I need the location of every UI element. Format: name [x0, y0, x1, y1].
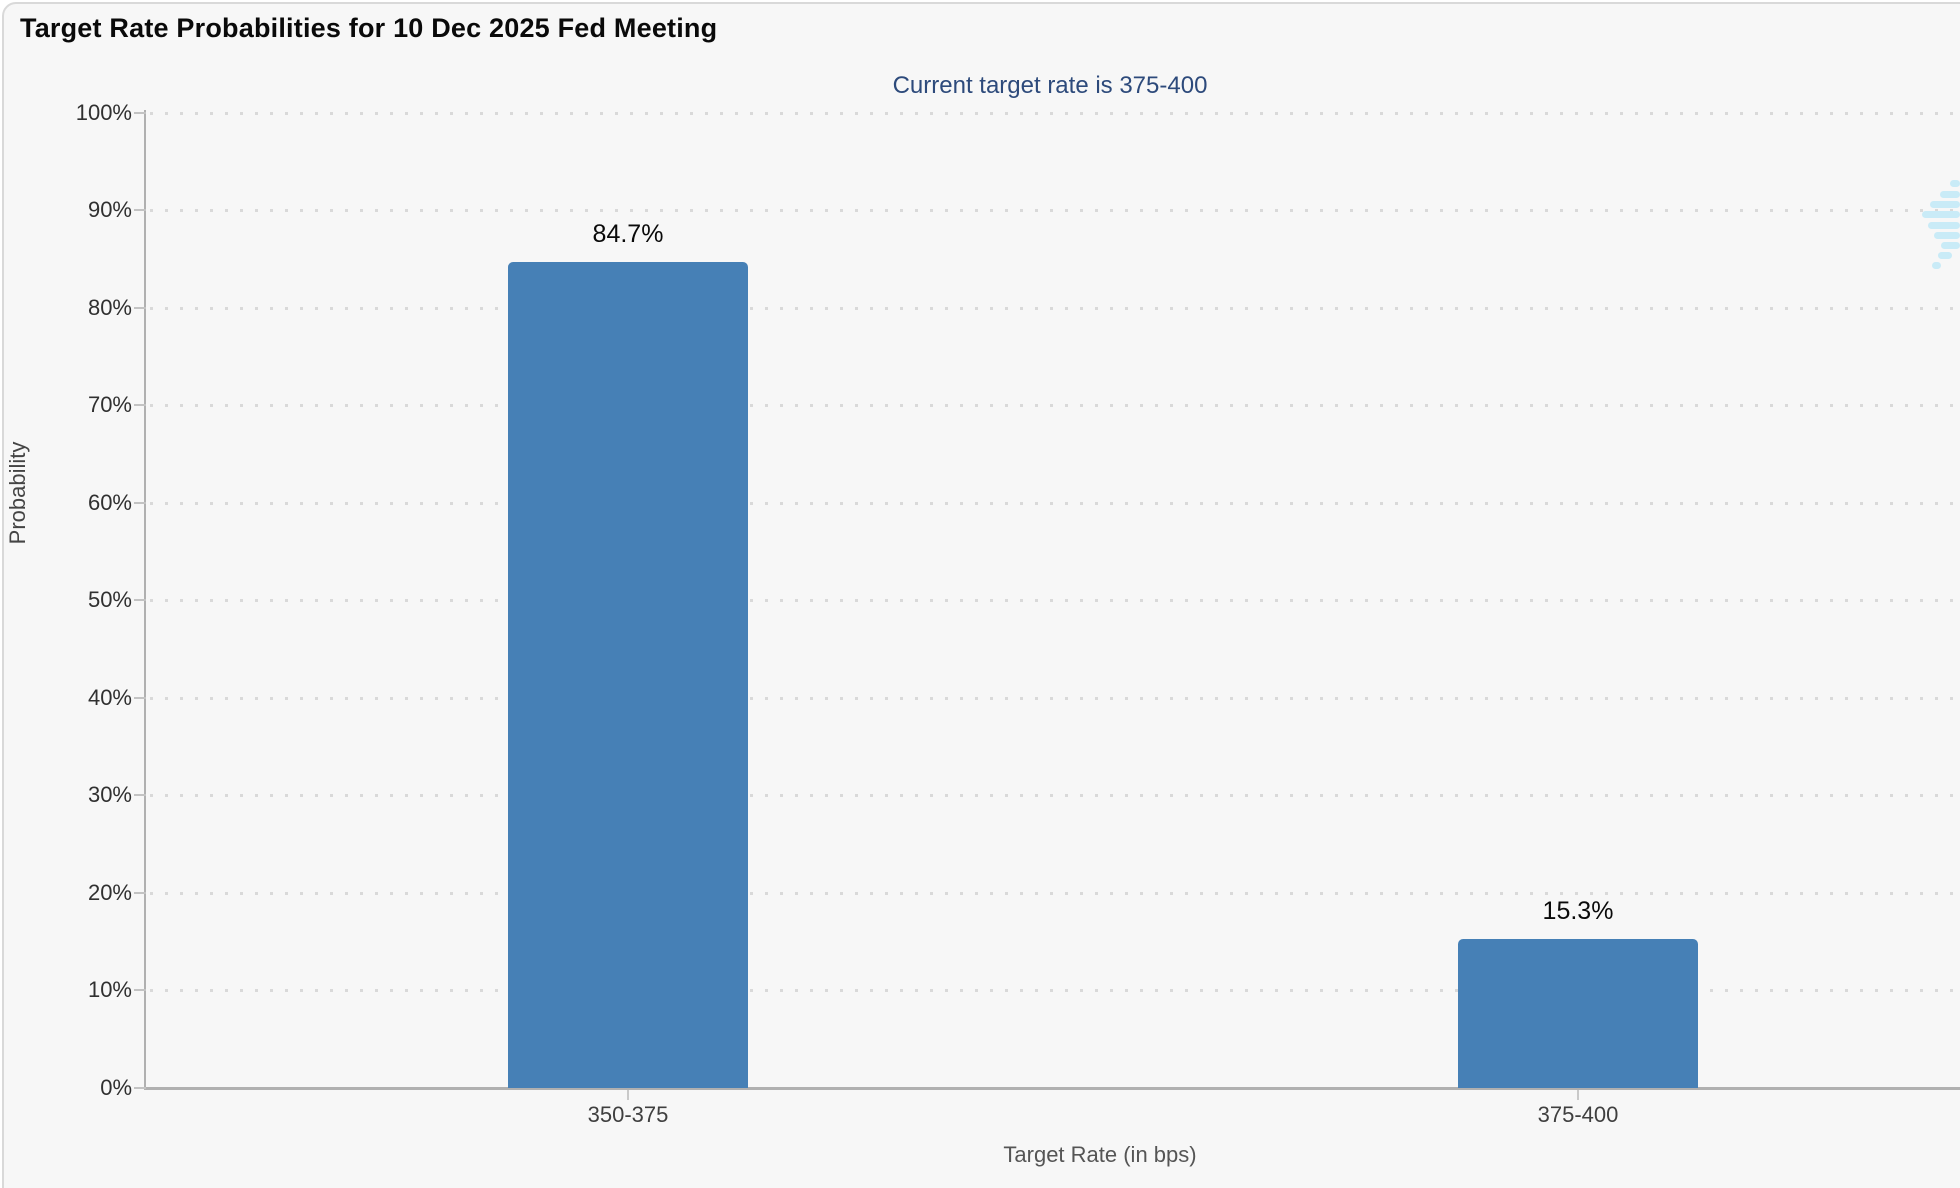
- y-tick-label-80: 80%: [87, 294, 132, 320]
- y-tick-label-90: 90%: [87, 197, 132, 223]
- chart-title: Target Rate Probabilities for 10 Dec 202…: [20, 13, 718, 43]
- gridline-90: [150, 209, 1960, 213]
- gridline-70: [150, 404, 1960, 408]
- gridline-80: [150, 306, 1960, 310]
- bar-375-400[interactable]: [1458, 938, 1698, 1088]
- y-tick-80: [134, 306, 146, 309]
- y-tick-50: [134, 599, 146, 602]
- watermark-dash: [1930, 201, 1960, 208]
- chart-subtitle: Current target rate is 375-400: [892, 72, 1208, 99]
- bar-350-375[interactable]: [508, 261, 748, 1088]
- y-tick-label-10: 10%: [87, 977, 132, 1003]
- watermark-dash: [1941, 242, 1960, 249]
- bar-value-label-350-375: 84.7%: [592, 219, 664, 248]
- gridline-50: [150, 599, 1960, 603]
- y-tick-30: [134, 794, 146, 797]
- y-tick-label-60: 60%: [87, 489, 132, 515]
- x-axis-title: Target Rate (in bps): [1003, 1142, 1197, 1167]
- x-tick-350-375: [627, 1090, 629, 1100]
- watermark-dash: [1922, 211, 1960, 218]
- x-category-label-350-375: 350-375: [587, 1102, 669, 1127]
- y-tick-60: [134, 501, 146, 504]
- x-category-label-375-400: 375-400: [1537, 1102, 1619, 1127]
- y-axis-title: Probability: [5, 441, 30, 545]
- y-tick-0: [134, 1087, 146, 1089]
- gridline-10: [150, 989, 1960, 993]
- watermark-dash: [1932, 262, 1941, 269]
- y-tick-90: [134, 209, 146, 212]
- gridline-20: [150, 891, 1960, 895]
- watermark-dash: [1940, 191, 1960, 198]
- y-axis-line: [144, 110, 146, 1088]
- bar-value-label-375-400: 15.3%: [1542, 896, 1614, 925]
- gridline-100: [150, 111, 1960, 115]
- gridline-30: [150, 794, 1960, 798]
- x-axis-line: [144, 1087, 1960, 1090]
- watermark-dash: [1950, 180, 1960, 187]
- x-tick-375-400: [1577, 1090, 1579, 1100]
- y-tick-label-50: 50%: [87, 587, 132, 613]
- watermark-dash: [1928, 222, 1960, 229]
- y-tick-40: [134, 696, 146, 699]
- y-tick-label-100: 100%: [75, 99, 132, 125]
- y-tick-label-20: 20%: [87, 879, 132, 905]
- watermark-dash: [1934, 232, 1960, 239]
- y-tick-label-40: 40%: [87, 684, 132, 710]
- y-tick-label-0: 0%: [100, 1075, 132, 1100]
- watermark-dash: [1938, 252, 1952, 259]
- gridline-40: [150, 696, 1960, 700]
- y-tick-70: [134, 404, 146, 407]
- y-tick-label-30: 30%: [87, 782, 132, 808]
- y-tick-10: [134, 989, 146, 992]
- gridline-60: [150, 501, 1960, 505]
- y-tick-20: [134, 891, 146, 894]
- y-tick-label-70: 70%: [87, 392, 132, 418]
- y-tick-100: [134, 111, 146, 114]
